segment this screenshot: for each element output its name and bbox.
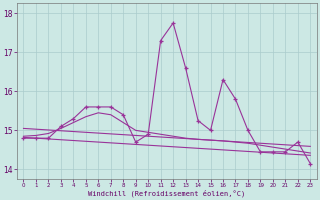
X-axis label: Windchill (Refroidissement éolien,°C): Windchill (Refroidissement éolien,°C) bbox=[88, 189, 245, 197]
